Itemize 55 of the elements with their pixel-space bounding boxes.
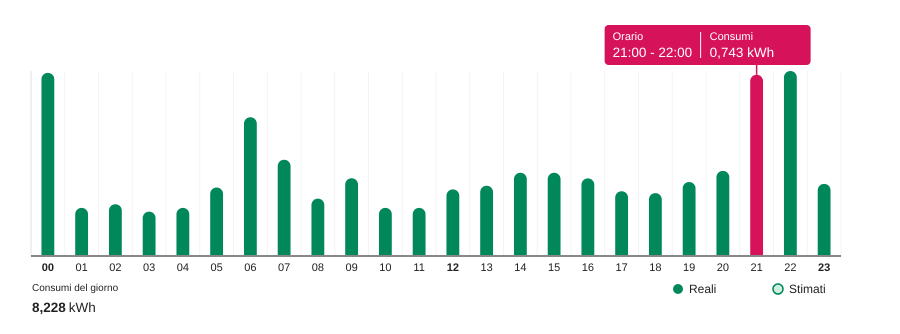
bar <box>581 178 594 256</box>
bar <box>311 198 324 256</box>
x-tick-label: 01 <box>76 262 88 274</box>
x-tick-label: 05 <box>210 262 223 274</box>
bar <box>716 170 730 256</box>
x-tick-label: 14 <box>514 262 526 274</box>
x-tick-label: 17 <box>616 262 628 274</box>
bar <box>682 182 696 256</box>
bar <box>784 71 797 256</box>
bar <box>345 178 358 256</box>
bar <box>818 184 831 256</box>
text: 21:00 - 22:00 <box>612 45 692 60</box>
x-tick-label: 22 <box>784 262 796 274</box>
bar <box>176 208 190 256</box>
x-tick-label: 09 <box>346 262 358 274</box>
x-tick-label: 00 <box>42 262 54 274</box>
text: 0,743 kWh <box>710 45 774 60</box>
bar <box>210 188 224 256</box>
x-tick-label: 16 <box>582 262 594 274</box>
bar <box>615 191 628 256</box>
bar <box>412 208 426 256</box>
bar <box>378 208 392 256</box>
bar <box>75 208 88 256</box>
bar <box>278 160 291 256</box>
bar <box>446 189 460 256</box>
x-tick-label: 18 <box>649 262 662 274</box>
x-tick-label: 19 <box>683 262 696 274</box>
text: Consumi del giorno <box>32 283 119 294</box>
legend-label: Reali <box>689 282 716 296</box>
x-tick-label: 11 <box>413 262 425 274</box>
x-tick-label: 06 <box>244 262 256 274</box>
x-tick-label: 03 <box>143 262 156 274</box>
text: 8,228 kWh <box>32 300 96 315</box>
bar <box>142 212 156 256</box>
x-tick-label: 21 <box>750 262 763 274</box>
x-tick-label: 15 <box>548 262 560 274</box>
bar <box>41 72 54 256</box>
text: Orario <box>612 31 644 43</box>
bar <box>648 193 662 256</box>
x-tick-label: 20 <box>716 262 729 274</box>
x-tick-label: 04 <box>176 262 189 274</box>
x-tick-label: 12 <box>446 262 459 274</box>
x-tick-label: 07 <box>278 262 290 274</box>
x-tick-label: 02 <box>109 262 122 274</box>
bar <box>548 172 561 256</box>
bar <box>514 172 527 256</box>
x-tick-label: 10 <box>379 262 392 274</box>
bar <box>108 204 122 256</box>
text: Consumi <box>710 31 754 43</box>
x-tick-label: 13 <box>480 262 493 274</box>
x-tick-label: 08 <box>312 262 324 274</box>
x-tick-label: 23 <box>818 262 830 274</box>
legend-label: Stimati <box>789 282 826 296</box>
bar <box>480 186 494 256</box>
bar <box>244 117 257 256</box>
